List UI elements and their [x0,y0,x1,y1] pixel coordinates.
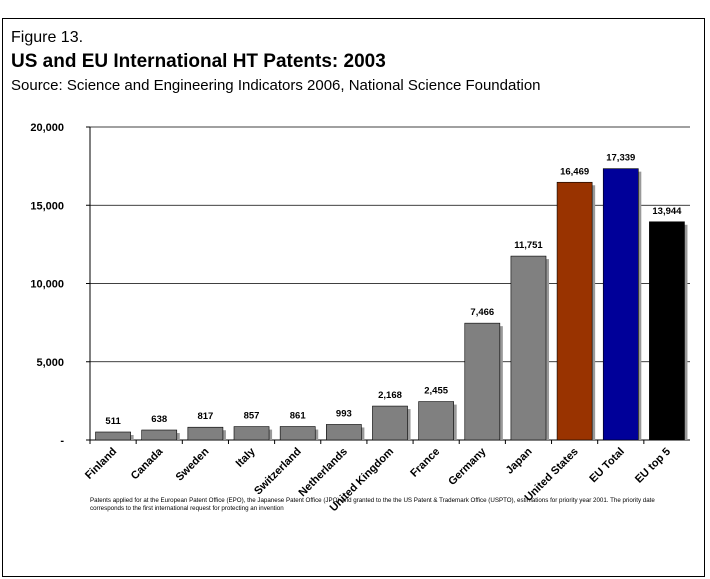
bar [418,401,454,441]
value-label: 861 [290,411,307,422]
x-tick-label: EU top 5 [633,446,673,486]
value-label: 7,466 [470,307,494,318]
value-label: 2,455 [424,386,448,397]
value-label: 17,339 [606,153,635,164]
value-label: 2,168 [378,390,402,401]
y-tick-label: - [60,435,64,447]
value-label: 817 [197,411,213,422]
bar [649,221,685,441]
x-tick-label: Germany [446,445,489,488]
bar [279,426,316,441]
x-tick-label: Switzerland [252,446,304,498]
bar [464,322,501,441]
x-tick-label: Canada [129,445,166,482]
value-label: 13,944 [652,206,682,217]
bar [233,426,270,441]
bar [141,429,178,441]
x-tick-label: Sweden [174,445,212,483]
x-tick-label: France [408,446,442,480]
bar [510,255,547,441]
bar [326,424,362,441]
value-label: 993 [336,408,352,419]
value-label: 16,469 [560,166,589,177]
chart-title: US and EU International HT Patents: 2003 [11,51,386,72]
y-tick-label: 15,000 [30,200,64,212]
bar [602,168,639,441]
footnote: Patents applied for at the European Pate… [90,497,655,512]
x-tick-label: Japan [504,445,535,476]
bar [95,431,131,441]
bar [187,426,224,441]
figure-label: Figure 13. [11,29,84,46]
bar [556,181,593,441]
y-tick-label: 10,000 [30,279,64,291]
chart-subtitle: Source: Science and Engineering Indicato… [11,77,541,94]
x-tick-label: Italy [234,445,259,470]
bar [372,405,408,441]
x-tick-label: Finland [83,446,119,482]
y-tick-label: 5,000 [36,357,64,369]
value-label: 511 [105,416,121,427]
y-tick-label: 20,000 [30,122,64,134]
value-label: 857 [244,411,260,422]
x-tick-label: EU Total [587,446,626,485]
value-label: 638 [151,414,167,425]
value-label: 11,751 [514,240,543,251]
frame: Figure 13. US and EU International HT Pa… [2,18,705,577]
